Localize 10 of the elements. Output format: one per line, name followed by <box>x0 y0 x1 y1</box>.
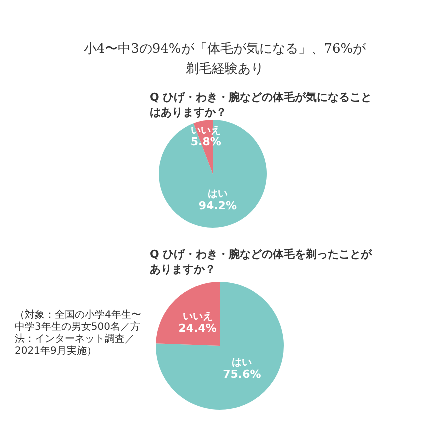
data-label: 24.4% <box>178 322 217 335</box>
data-label: 94.2% <box>198 199 237 212</box>
slice-label: はい <box>232 358 252 369</box>
slice-label: いいえ <box>182 312 213 323</box>
chart-title: 小4〜中3の94%が「体毛が気になる」、76%が剃毛経験あり <box>82 41 368 79</box>
data-label: 75.6% <box>223 368 262 381</box>
slice-label: はい <box>208 189 228 200</box>
chart-subtitle: Q ひげ・わき・腕などの体毛が気になることはありますか？ <box>150 90 374 120</box>
chart-title: Q ひげ・わき・腕などの体毛を剃ったことがありますか？ <box>150 247 374 277</box>
text: （対象：全国の小学4年生〜中学3年生の男女500名／方法：インターネット調査／2021年9月実施） <box>15 310 142 358</box>
